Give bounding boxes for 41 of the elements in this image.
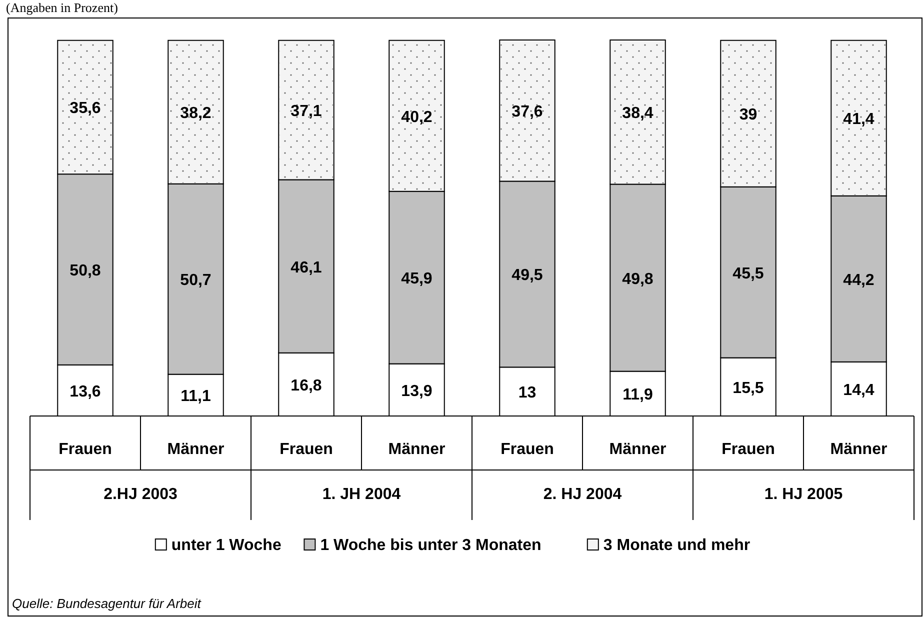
source-note: Quelle: Bundesagentur für Arbeit: [12, 596, 202, 611]
data-label: 50,8: [70, 262, 101, 280]
data-label: 15,5: [732, 380, 764, 397]
legend-label: 3 Monate und mehr: [603, 537, 750, 554]
data-label: 13: [518, 384, 536, 402]
chart-subtitle: (Angaben in Prozent): [6, 0, 118, 15]
data-label: 40,2: [401, 108, 432, 126]
data-label: 37,6: [512, 104, 543, 121]
x-tick-label: Männer: [609, 441, 666, 458]
x-tick-label: Frauen: [58, 441, 112, 458]
text: 2.HJ 2003: [104, 486, 178, 503]
x-tick-label: Männer: [167, 441, 224, 458]
x-tick-label: Männer: [830, 441, 888, 458]
data-label: 35,6: [70, 100, 101, 118]
data-label: 45,5: [732, 265, 764, 282]
text: 1. JH 2004: [322, 486, 401, 503]
legend-label: unter 1 Woche: [171, 537, 282, 554]
data-label: 50,7: [180, 272, 212, 290]
data-label: 11,1: [180, 388, 211, 406]
data-label: 11,9: [622, 386, 653, 404]
data-label: 16,8: [290, 377, 322, 394]
data-label: 46,1: [290, 259, 322, 276]
x-tick-label: Männer: [388, 441, 446, 458]
data-label: 13,6: [70, 383, 101, 400]
text: 1. HJ 2005: [764, 486, 843, 503]
data-label: 49,5: [512, 267, 543, 284]
text: 2. HJ 2004: [543, 486, 622, 503]
data-label: 38,2: [180, 105, 212, 122]
data-label: 37,1: [290, 103, 322, 120]
x-tick-label: Frauen: [280, 441, 333, 458]
data-label: 41,4: [843, 111, 874, 128]
data-label: 49,8: [622, 270, 654, 288]
data-label: 39: [739, 106, 758, 124]
data-label: 38,4: [622, 105, 654, 122]
data-label: 14,4: [843, 382, 874, 399]
x-tick-label: Frauen: [722, 441, 775, 458]
data-label: 13,9: [401, 382, 432, 400]
legend-label: 1 Woche bis unter 3 Monaten: [320, 537, 542, 554]
data-label: 45,9: [401, 270, 432, 288]
data-label: 44,2: [843, 272, 874, 289]
x-tick-label: Frauen: [500, 441, 554, 458]
